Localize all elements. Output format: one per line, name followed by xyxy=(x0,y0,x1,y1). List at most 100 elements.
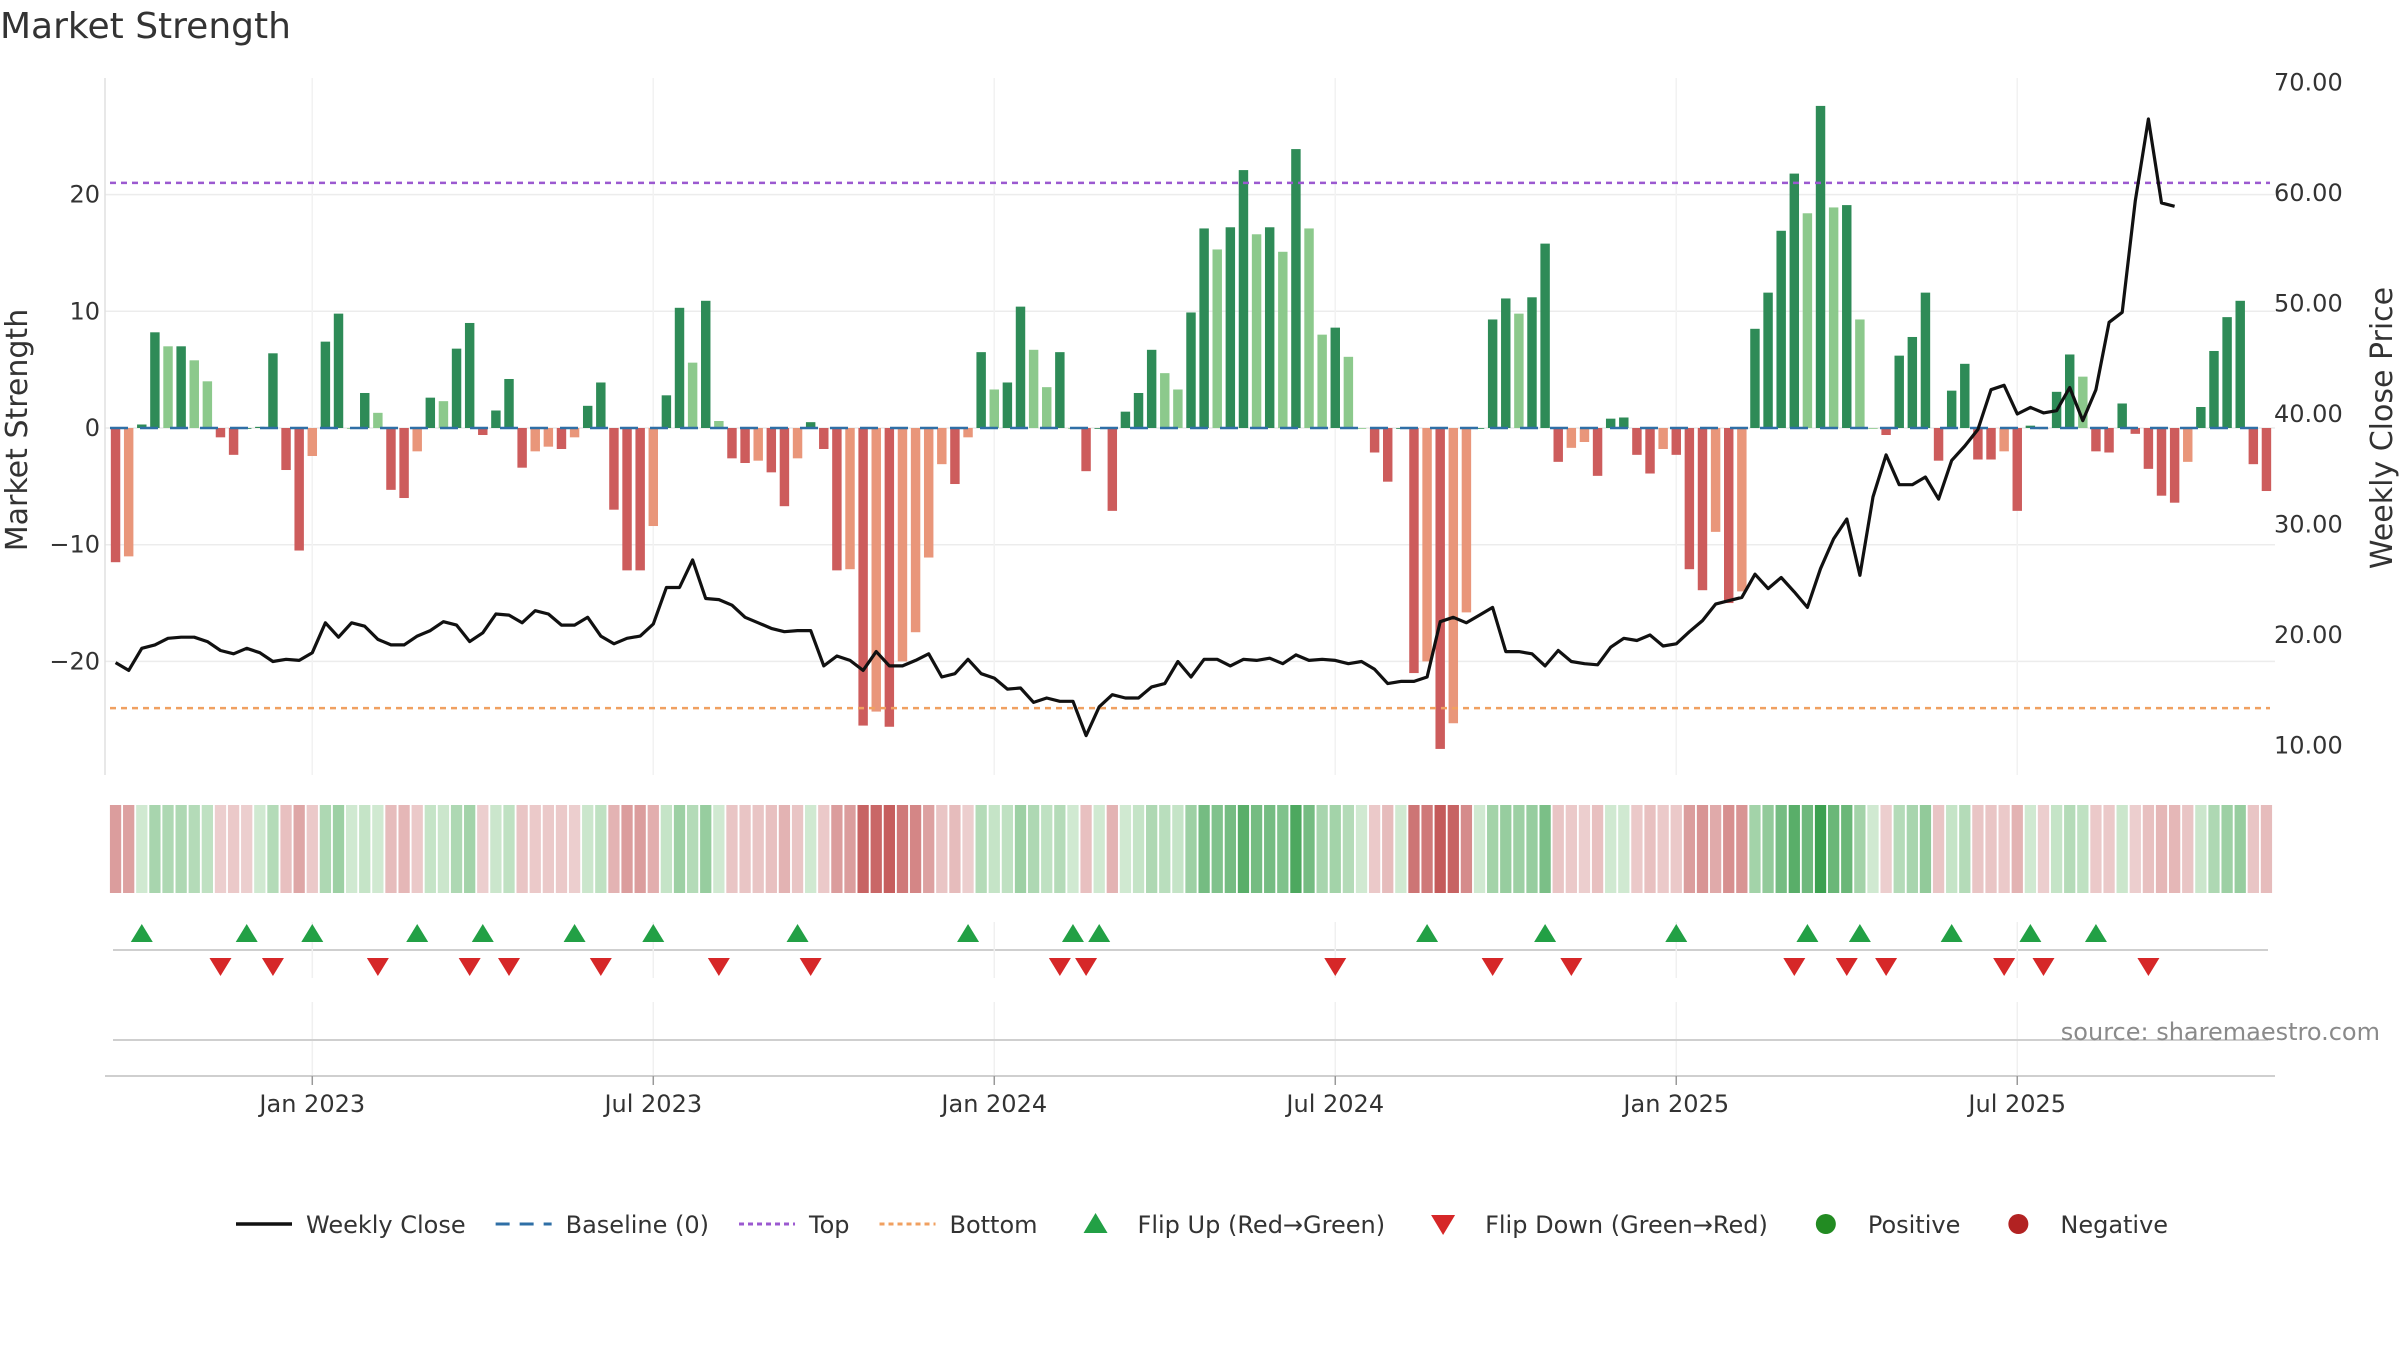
flip-down-marker xyxy=(1875,958,1898,976)
heat-cell xyxy=(2116,805,2128,893)
flip-down-marker xyxy=(1835,958,1858,976)
heat-cell xyxy=(936,805,948,893)
legend: Weekly Close Baseline (0) Top Bottom Flip Up… xyxy=(236,1211,2168,1239)
heat-cell xyxy=(1618,805,1630,893)
strength-bar xyxy=(635,428,645,571)
legend-item: Flip Up (Red→Green) xyxy=(1083,1211,1386,1239)
strength-bar xyxy=(1986,428,1996,460)
heat-cell xyxy=(1473,805,1486,893)
strength-bar xyxy=(1802,213,1813,428)
strength-bar xyxy=(1055,352,1065,428)
heat-cell xyxy=(1447,805,1459,893)
strength-bar xyxy=(1461,428,1472,613)
flip-up-marker xyxy=(2019,924,2042,942)
y-right-tick-label: 10.00 xyxy=(2274,732,2343,760)
heat-cell xyxy=(201,805,214,893)
heat-cell xyxy=(2260,805,2273,893)
strength-bar xyxy=(176,346,186,428)
legend-label: Positive xyxy=(1868,1211,1961,1239)
legend-swatch-triangle-up xyxy=(1083,1213,1108,1233)
strength-bar xyxy=(1842,205,1852,428)
strength-bar xyxy=(569,428,580,438)
strength-bar xyxy=(1710,428,1721,532)
heat-cell xyxy=(818,805,830,893)
strength-bar xyxy=(294,428,304,551)
heat-cell xyxy=(2142,805,2155,893)
heat-cell xyxy=(634,805,646,893)
strength-bar xyxy=(1120,411,1131,428)
heat-cell xyxy=(188,805,200,893)
strength-bars xyxy=(110,105,2272,749)
strength-bar xyxy=(1501,298,1511,428)
heat-cell xyxy=(503,805,515,893)
heat-cell xyxy=(1657,805,1669,893)
strength-bar xyxy=(622,428,632,571)
flip-markers xyxy=(113,922,2268,978)
flip-up-marker xyxy=(301,924,324,942)
heat-cell xyxy=(1893,805,1905,893)
heat-cell xyxy=(1067,805,1079,893)
heat-cell xyxy=(1290,805,1302,893)
y-right-tick-label: 30.00 xyxy=(2274,511,2343,539)
x-tick-label: Jan 2023 xyxy=(257,1090,365,1118)
heat-cell xyxy=(424,805,436,893)
heat-cell xyxy=(1985,805,1997,893)
strength-bar xyxy=(2156,428,2167,496)
strength-bar xyxy=(1356,428,1367,429)
strength-bar xyxy=(399,428,409,499)
heat-cell xyxy=(1329,805,1341,893)
strength-bar xyxy=(1527,297,1537,428)
heat-cell xyxy=(293,805,305,893)
strength-bar xyxy=(648,428,659,527)
heat-cell xyxy=(1946,805,1958,893)
heat-cell xyxy=(1355,805,1368,893)
heat-cell xyxy=(1736,805,1748,893)
heat-cell xyxy=(1277,805,1289,893)
strength-bar xyxy=(1199,228,1209,428)
legend-label: Flip Up (Red→Green) xyxy=(1138,1211,1386,1239)
heat-cell xyxy=(1696,805,1709,893)
flip-down-marker xyxy=(1324,958,1347,976)
strength-bar xyxy=(1330,327,1340,428)
heat-cell xyxy=(2168,805,2181,893)
flip-up-marker xyxy=(1416,924,1439,942)
strength-bar xyxy=(1815,105,1826,429)
heat-cell xyxy=(149,805,161,893)
heat-cell xyxy=(686,805,699,893)
heat-cell xyxy=(2247,805,2259,893)
strength-bar xyxy=(1094,428,1104,429)
heat-cell xyxy=(1264,805,1276,893)
heat-cell xyxy=(306,805,318,893)
strength-bar xyxy=(1697,428,1708,591)
heat-cell xyxy=(398,805,410,893)
strength-bar xyxy=(1723,428,1734,604)
y-right-tick-label: 60.00 xyxy=(2274,179,2343,207)
y-right-tick-label: 40.00 xyxy=(2274,400,2343,428)
flip-down-marker xyxy=(1048,958,1071,976)
heat-cell xyxy=(1631,805,1643,893)
heat-cell xyxy=(2011,805,2023,893)
strength-bar xyxy=(1933,428,1944,461)
heat-cell xyxy=(568,805,581,893)
heat-cell xyxy=(1565,805,1577,893)
strength-bar xyxy=(1474,428,1485,429)
heat-cell xyxy=(175,805,187,893)
y-right-tick-label: 20.00 xyxy=(2274,621,2343,649)
strength-bar xyxy=(360,392,370,428)
flip-up-marker xyxy=(1665,924,1688,942)
strength-bar xyxy=(412,428,422,452)
strength-bar xyxy=(1409,428,1419,674)
strength-bar xyxy=(1658,428,1668,450)
strength-bar xyxy=(1671,428,1681,455)
heat-cell xyxy=(713,805,725,893)
strength-bar xyxy=(307,428,318,457)
flip-down-marker xyxy=(498,958,521,976)
heat-cell xyxy=(1014,805,1027,893)
flip-down-marker xyxy=(1560,958,1583,976)
strength-bar xyxy=(1278,251,1288,428)
heat-cell xyxy=(2129,805,2141,893)
heat-cell xyxy=(2221,805,2233,893)
strength-bar xyxy=(819,428,829,450)
strength-bar xyxy=(1238,170,1249,428)
strength-bar xyxy=(1107,428,1118,511)
